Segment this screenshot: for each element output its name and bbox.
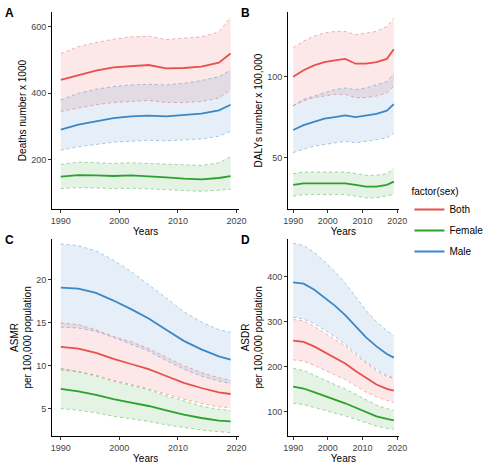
svg-text:Years: Years: [331, 226, 356, 237]
svg-text:1990: 1990: [51, 216, 71, 226]
svg-text:Male: Male: [449, 246, 471, 257]
svg-text:400: 400: [267, 272, 282, 282]
svg-text:D: D: [241, 233, 250, 247]
svg-text:5: 5: [41, 404, 46, 414]
svg-text:2000: 2000: [109, 443, 129, 453]
svg-text:200: 200: [31, 155, 46, 165]
svg-text:600: 600: [31, 22, 46, 32]
svg-text:Female: Female: [449, 225, 483, 236]
svg-text:Years: Years: [133, 453, 158, 464]
svg-text:factor(sex): factor(sex): [411, 186, 458, 197]
svg-text:100: 100: [267, 407, 282, 417]
svg-text:100: 100: [267, 72, 282, 82]
svg-text:1990: 1990: [51, 443, 71, 453]
svg-text:1990: 1990: [283, 443, 303, 453]
svg-text:15: 15: [36, 318, 46, 328]
svg-text:20: 20: [36, 275, 46, 285]
svg-text:200: 200: [267, 362, 282, 372]
svg-text:DALYs number x 100,000: DALYs number x 100,000: [253, 53, 264, 167]
svg-text:ASDRper 100,000 population: ASDRper 100,000 population: [240, 286, 264, 388]
svg-text:2010: 2010: [168, 216, 188, 226]
svg-text:2000: 2000: [318, 443, 338, 453]
svg-text:50: 50: [272, 153, 282, 163]
svg-text:Years: Years: [133, 226, 158, 237]
svg-text:C: C: [5, 233, 14, 247]
svg-text:2010: 2010: [353, 443, 373, 453]
svg-text:Years: Years: [331, 453, 356, 464]
svg-text:2020: 2020: [226, 443, 246, 453]
svg-text:2000: 2000: [109, 216, 129, 226]
svg-text:300: 300: [267, 317, 282, 327]
svg-text:1990: 1990: [283, 216, 303, 226]
svg-text:B: B: [241, 6, 250, 20]
svg-text:Both: Both: [449, 204, 470, 215]
svg-text:2020: 2020: [226, 216, 246, 226]
svg-text:10: 10: [36, 361, 46, 371]
svg-text:2000: 2000: [318, 216, 338, 226]
svg-text:2020: 2020: [387, 443, 407, 453]
svg-text:400: 400: [31, 88, 46, 98]
svg-text:2010: 2010: [168, 443, 188, 453]
svg-text:Deaths number x 1000: Deaths number x 1000: [17, 60, 28, 162]
svg-text:ASMRper 100,000 population: ASMRper 100,000 population: [9, 286, 33, 388]
svg-text:2010: 2010: [353, 216, 373, 226]
svg-text:A: A: [5, 6, 14, 20]
svg-text:2020: 2020: [387, 216, 407, 226]
